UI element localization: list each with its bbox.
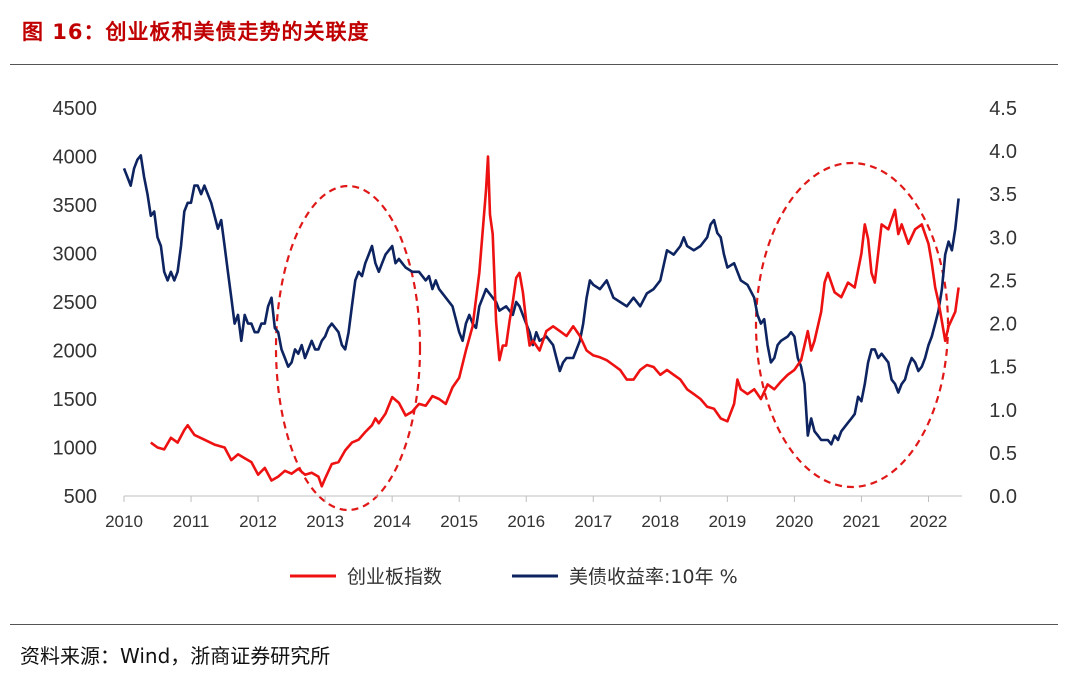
x-tick-label: 2013 [306,512,344,531]
x-tick-label: 2022 [910,512,948,531]
y-left-tick-label: 500 [64,486,97,508]
y-left-tick-label: 2500 [53,292,98,314]
x-tick-label: 2018 [641,512,679,531]
annotation-layer [274,161,950,512]
x-tick-label: 2015 [440,512,478,531]
axes-layer: 2010 2011 2012 2013 2014 2015 2016 2017 2018 2019… [53,98,1018,531]
figure-title: 图 16：创业板和美债走势的关联度 [22,20,370,44]
bottom-divider [10,624,1058,625]
x-tick-label: 2014 [373,512,411,531]
legend-label-ust: 美债收益率:10年 % [569,566,738,588]
y-right-tick-label: 0.5 [989,443,1017,465]
y-left-tick-label: 1500 [53,389,98,411]
y-right-tick-label: 2.0 [989,314,1017,336]
series-line-chinext [150,155,960,488]
y-right-tick-label: 2.5 [989,270,1017,292]
series-line-ust [122,154,960,446]
y-right-tick-label: 3.5 [989,184,1017,206]
top-divider [10,64,1058,65]
x-tick-label: 2011 [173,512,210,531]
y-left-tick-label: 2000 [53,341,98,363]
y-right-tick-label: 0.0 [989,486,1017,508]
line-chart: 2010 2011 2012 2013 2014 2015 2016 2017 2018 2019… [53,98,1018,588]
y-right-tick-label: 4.5 [989,98,1017,120]
x-tick-label: 2012 [239,512,277,531]
y-left-tick-label: 3000 [53,244,98,266]
y-right-tick-label: 1.0 [989,400,1017,422]
series-layer [122,154,960,488]
legend-label-chinext: 创业板指数 [347,566,442,588]
x-tick-label: 2021 [843,512,881,531]
highlight-ellipse-2013 [274,184,422,512]
y-right-tick-label: 4.0 [989,141,1017,163]
x-tick-label: 2019 [708,512,746,531]
y-left-tick-label: 4000 [53,147,98,169]
x-tick-label: 2010 [105,512,143,531]
y-left-tick-label: 4500 [53,98,98,120]
source-note: 资料来源：Wind，浙商证券研究所 [20,644,331,668]
y-right-tick-label: 1.5 [989,357,1017,379]
x-tick-label: 2020 [775,512,813,531]
x-tick-label: 2017 [574,512,612,531]
chart-legend: 创业板指数 美债收益率:10年 % [290,566,738,588]
highlight-ellipse-2020 [754,161,950,489]
x-tick-label: 2016 [507,512,545,531]
y-left-tick-label: 3500 [53,195,98,217]
y-right-tick-label: 3.0 [989,227,1017,249]
y-left-tick-label: 1000 [53,438,98,460]
